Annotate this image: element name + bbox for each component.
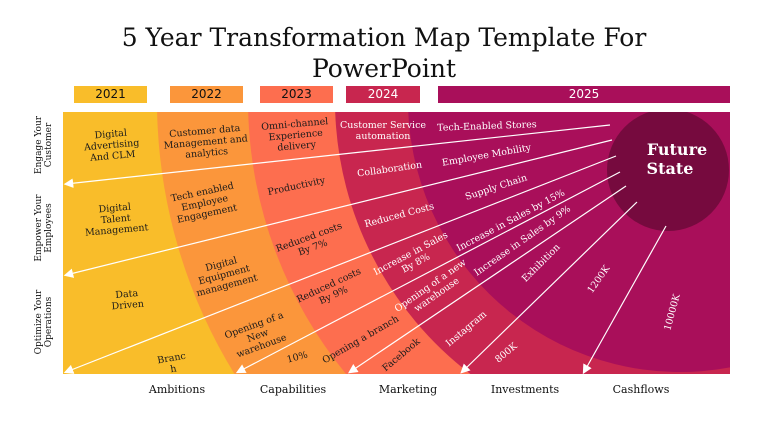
arrow-line [348, 185, 627, 374]
future-state-line-2: State [647, 159, 694, 178]
arrows [63, 124, 667, 375]
map-label: DataDriven [110, 288, 144, 313]
map-label: Tech-Enabled Stores [437, 119, 537, 133]
arrow-line [460, 201, 638, 374]
future-state-line-1: Future [647, 140, 707, 159]
year-2025: 2025 [438, 86, 730, 103]
map-label: Customer Service automation [340, 120, 426, 142]
row-label-empower: Empower YourEmployees [34, 194, 54, 262]
year-rings [63, 112, 730, 374]
map-label: Omni-channelExperiencedelivery [261, 116, 331, 155]
arrow-line [63, 139, 613, 278]
title-line-2: PowerPoint [311, 54, 456, 83]
year-2021: 2021 [74, 86, 147, 103]
future-state-circle [607, 112, 729, 231]
title-line-1: 5 Year Transformation Map Template For [121, 23, 647, 52]
arrow-line [235, 171, 621, 374]
row-label-engage: Engage YourCustomer [34, 115, 54, 174]
map-label: Customer dataManagement andanalytics [162, 122, 249, 162]
column-label-ambitions: Ambitions [148, 383, 206, 396]
column-label-capabilities: Capabilities [259, 383, 327, 396]
year-2022: 2022 [170, 86, 243, 103]
arrow-line [63, 124, 611, 188]
year-2024: 2024 [346, 86, 420, 103]
map-label: 10% [286, 350, 309, 366]
arrow-line [582, 225, 667, 375]
map-label: DigitalAdvertisingAnd CLM [82, 127, 141, 165]
column-label-marketing: Marketing [378, 383, 438, 396]
year-2023: 2023 [260, 86, 333, 103]
row-label-optimize: Optimize YourOperations [34, 289, 54, 354]
arrow-line [63, 155, 617, 374]
page-title: 5 Year Transformation Map Template For P… [0, 22, 768, 84]
map-label: Branch [157, 351, 189, 378]
column-label-investments: Investments [490, 383, 560, 396]
column-label-cashflows: Cashflows [612, 383, 670, 396]
